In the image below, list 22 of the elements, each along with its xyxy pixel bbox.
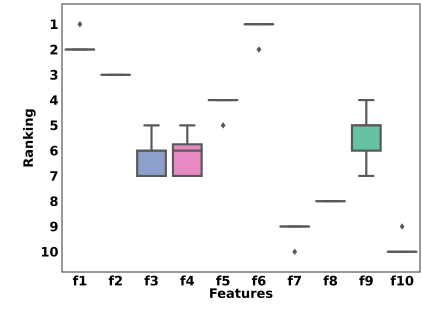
y-tick-label: 5 — [50, 120, 58, 130]
x-tick-label: f5 — [216, 276, 230, 286]
x-tick-label: f7 — [288, 276, 301, 286]
x-tick-label: f1 — [72, 276, 86, 286]
y-tick-label: 3 — [50, 70, 58, 80]
x-tick-label: f10 — [390, 276, 414, 286]
y-tick-label: 6 — [50, 146, 58, 156]
y-tick-label: 8 — [50, 196, 58, 206]
y-tick-label: 2 — [50, 44, 58, 54]
x-tick-label: f4 — [180, 276, 194, 286]
x-tick-label: f9 — [359, 276, 373, 286]
y-tick-label: 4 — [50, 95, 58, 105]
y-tick-label: 7 — [50, 171, 58, 181]
y-axis-title: Ranking — [22, 109, 36, 167]
x-tick-label: f2 — [108, 276, 122, 286]
x-tick-label: f6 — [252, 276, 266, 286]
x-tick-label: f3 — [144, 276, 158, 286]
y-tick-label: 9 — [50, 222, 58, 232]
x-tick-label: f8 — [323, 276, 338, 286]
y-tick-label: 10 — [42, 246, 58, 257]
y-tick-label: 1 — [50, 20, 58, 29]
x-axis-title: Features — [210, 288, 272, 298]
